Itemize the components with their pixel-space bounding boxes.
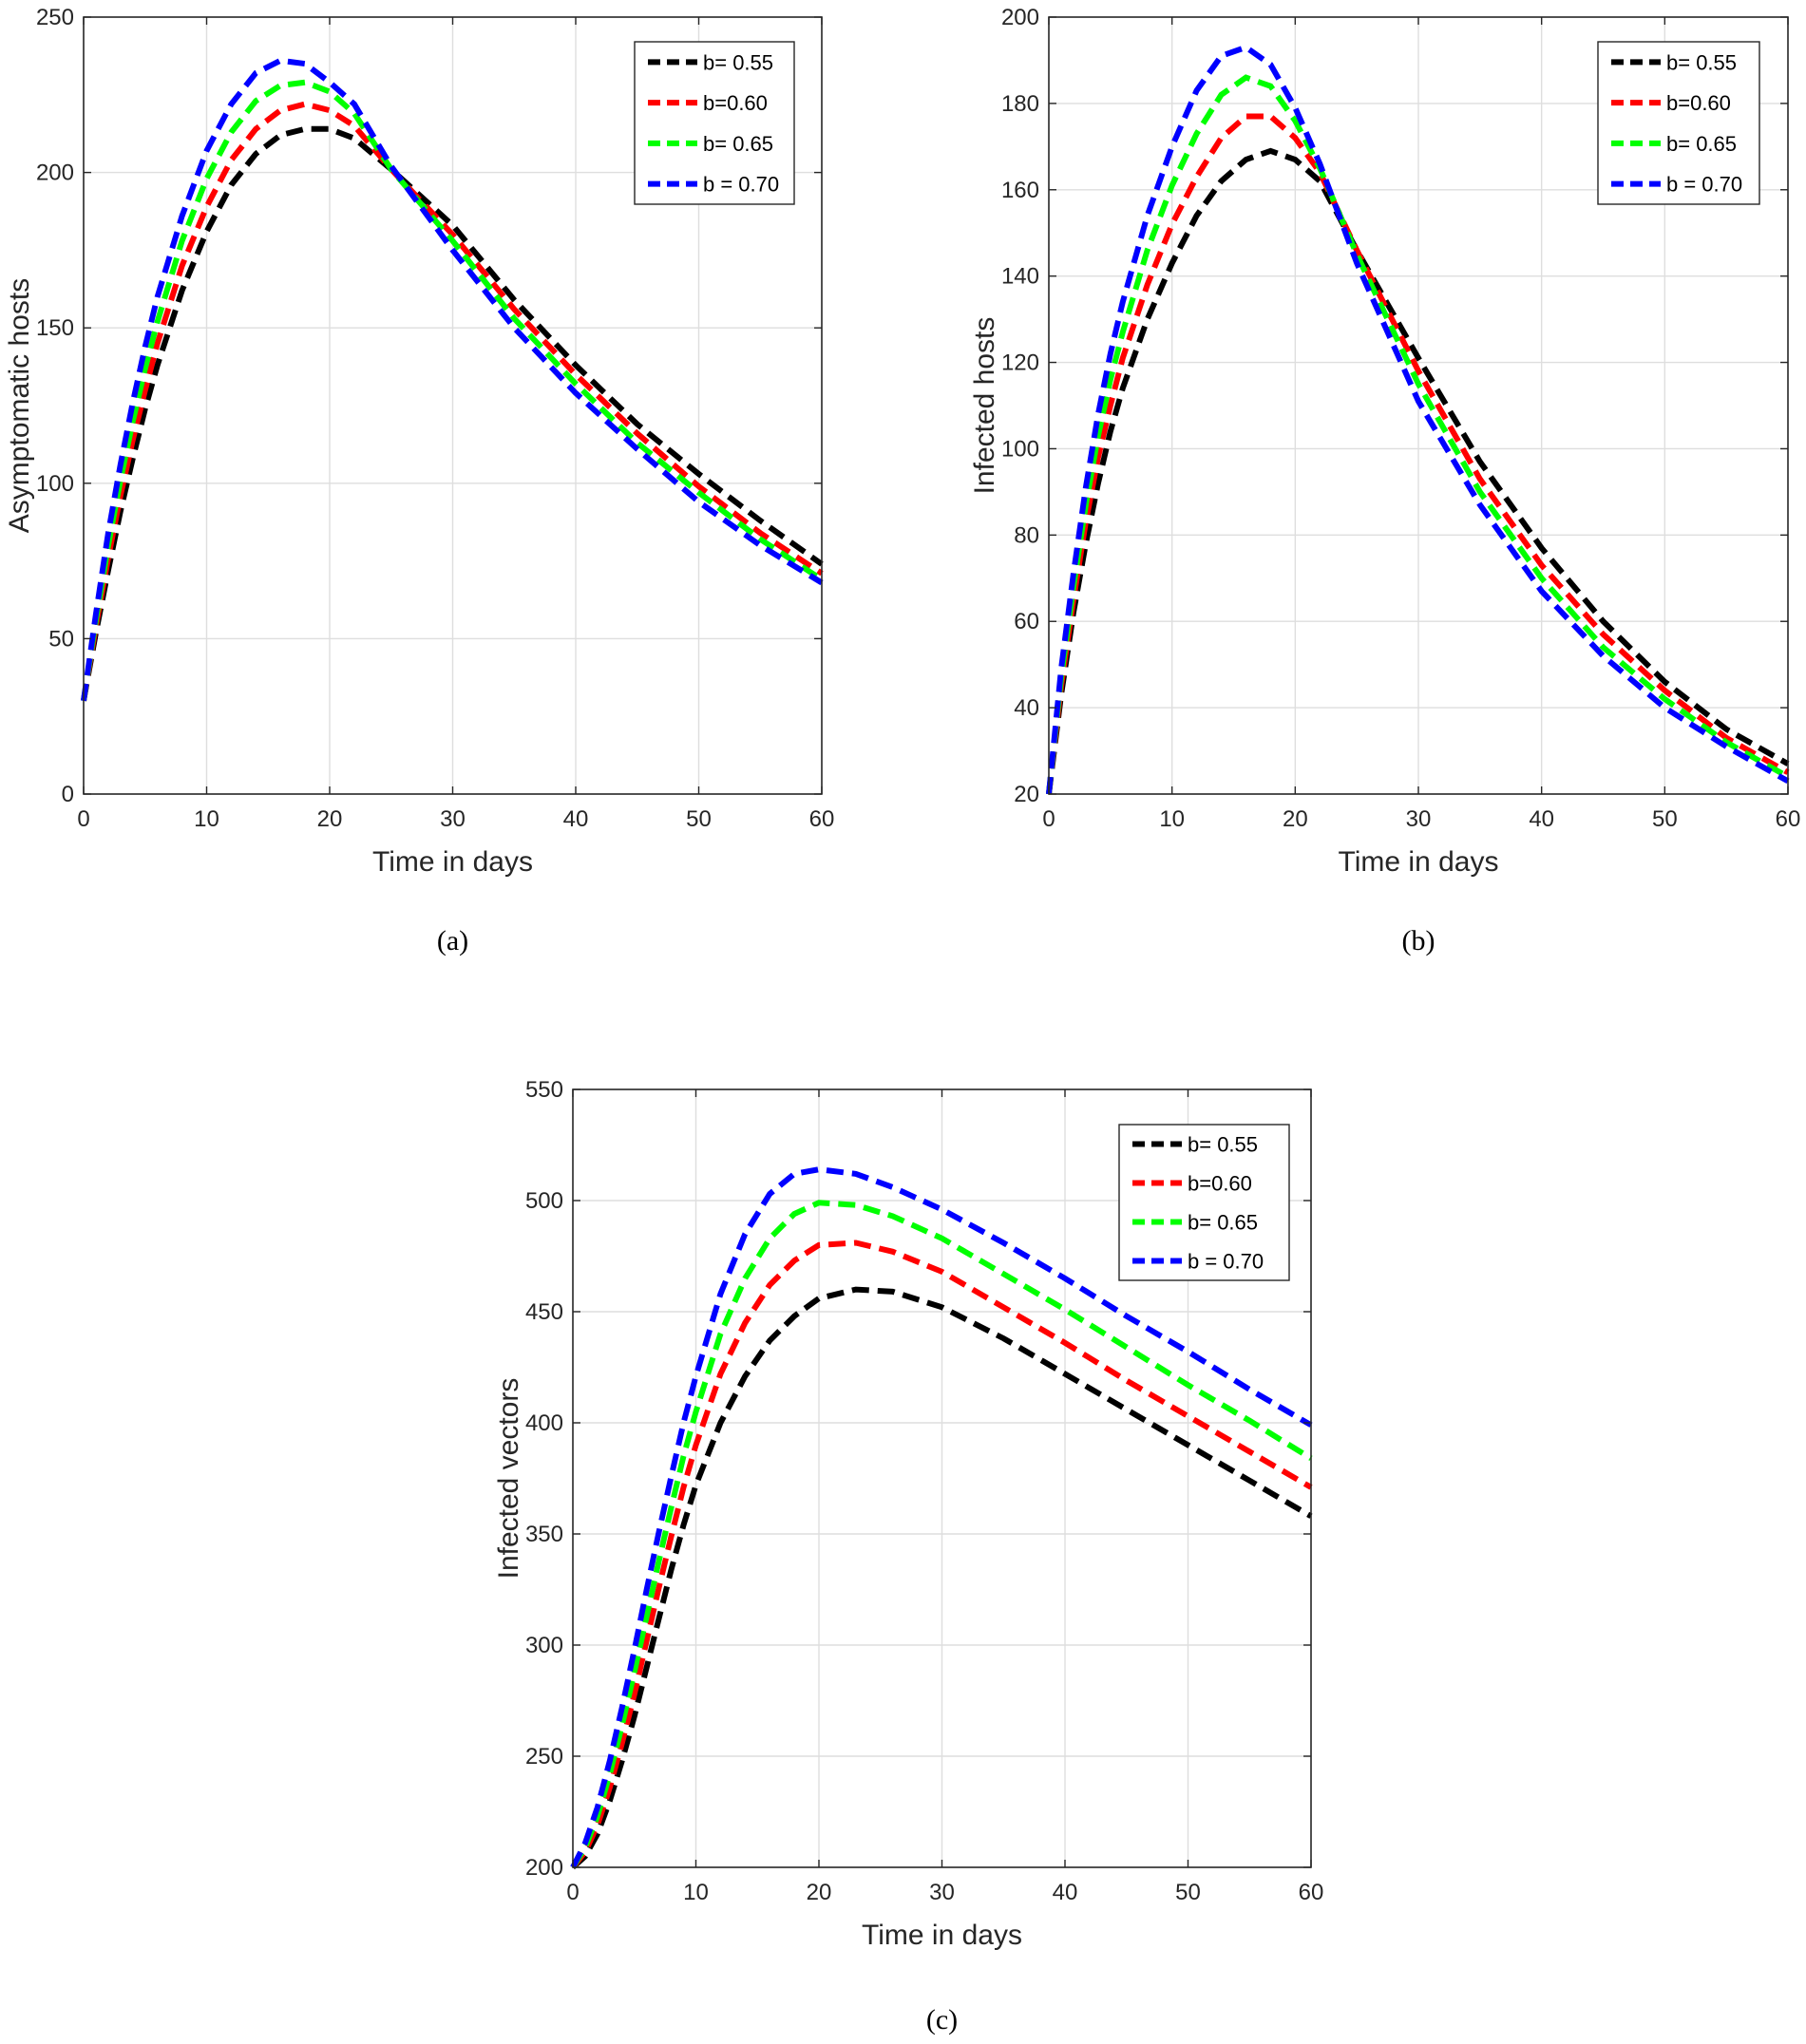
panel-caption: (c) (926, 2004, 958, 2035)
legend-entry-0: b= 0.55 (1666, 50, 1737, 74)
y-axis-label: Asymptomatic hosts (4, 278, 35, 533)
y-tick-label: 200 (1001, 5, 1039, 30)
y-tick-label: 180 (1001, 91, 1039, 117)
legend-entry-2: b= 0.65 (1666, 132, 1737, 156)
x-tick-label: 0 (77, 806, 89, 832)
series-line-2 (570, 1200, 1313, 1869)
chart-panel-b: 0 10 20 30 40 50 60 20 40 60 80 100 120 140 160 180 200 T… (969, 5, 1800, 956)
y-tick-label: 300 (525, 1633, 563, 1658)
y-axis-label: Infected vectors (493, 1378, 524, 1580)
x-tick-label: 10 (683, 1880, 709, 1905)
legend-entry-3: b = 0.70 (703, 173, 779, 197)
y-tick-label: 100 (36, 471, 74, 497)
x-axis-label: Time in days (372, 846, 533, 878)
x-tick-label: 20 (317, 806, 343, 832)
legend-entry-2: b= 0.65 (703, 132, 773, 156)
series-line-1 (1046, 113, 1790, 795)
y-axis-label: Infected hosts (969, 317, 1000, 495)
series-line-2 (81, 79, 824, 702)
y-tick-label: 350 (525, 1522, 563, 1547)
y-tick-label: 0 (62, 782, 74, 807)
x-tick-label: 40 (1529, 806, 1554, 832)
x-tick-label: 30 (1406, 806, 1432, 832)
x-tick-label: 50 (1175, 1880, 1201, 1905)
y-tick-label: 150 (36, 315, 74, 341)
x-tick-label: 0 (1042, 806, 1055, 832)
series-line-0 (81, 125, 824, 702)
series-line-3 (81, 57, 824, 702)
series-line-3 (570, 1166, 1313, 1869)
legend-box (634, 41, 795, 205)
x-tick-label: 50 (686, 806, 712, 832)
y-tick-label: 60 (1014, 609, 1039, 634)
x-tick-label: 60 (809, 806, 835, 832)
legend-box (1597, 41, 1760, 205)
y-tick-label: 500 (525, 1188, 563, 1214)
x-tick-label: 10 (1159, 806, 1185, 832)
legend-entry-1: b=0.60 (1666, 91, 1731, 115)
y-tick-label: 200 (36, 161, 74, 186)
legend-box (1118, 1124, 1290, 1281)
panel-caption: (b) (1402, 925, 1435, 956)
y-tick-label: 160 (1001, 178, 1039, 203)
x-tick-label: 40 (563, 806, 589, 832)
y-tick-label: 550 (525, 1077, 563, 1103)
x-tick-label: 60 (1776, 806, 1801, 832)
x-tick-label: 20 (807, 1880, 832, 1905)
y-tick-label: 250 (36, 5, 74, 30)
x-tick-label: 40 (1053, 1880, 1078, 1905)
x-tick-label: 30 (929, 1880, 955, 1905)
x-tick-label: 60 (1299, 1880, 1324, 1905)
y-tick-label: 450 (525, 1299, 563, 1325)
legend-entry-3: b = 0.70 (1666, 173, 1742, 197)
x-tick-label: 50 (1652, 806, 1678, 832)
legend-entry-0: b= 0.55 (1188, 1133, 1258, 1157)
series-line-3 (1046, 44, 1790, 795)
x-axis-label: Time in days (862, 1920, 1022, 1951)
x-tick-label: 30 (440, 806, 466, 832)
legend: b= 0.55 b=0.60 b= 0.65 b = 0.70 (634, 41, 795, 205)
panel-caption: (a) (437, 925, 468, 956)
series-line-0 (1046, 147, 1790, 795)
series-line-0 (570, 1286, 1313, 1870)
y-tick-label: 250 (525, 1744, 563, 1770)
legend: b= 0.55 b=0.60 b= 0.65 b = 0.70 (1597, 41, 1760, 205)
legend-entry-0: b= 0.55 (703, 50, 773, 74)
y-tick-label: 50 (48, 626, 74, 652)
y-tick-label: 100 (1001, 436, 1039, 462)
y-tick-label: 20 (1014, 782, 1039, 807)
chart-panel-a: 0 10 20 30 40 50 60 0 50 100 150 200 250 Time in days… (4, 5, 834, 956)
y-tick-label: 40 (1014, 695, 1039, 721)
legend-entry-1: b=0.60 (703, 91, 768, 115)
x-tick-label: 20 (1283, 806, 1308, 832)
series-line-1 (81, 101, 824, 702)
legend-entry-2: b= 0.65 (1188, 1211, 1258, 1235)
y-tick-label: 140 (1001, 264, 1039, 290)
y-tick-label: 200 (525, 1855, 563, 1881)
x-tick-label: 0 (566, 1880, 579, 1905)
x-tick-label: 10 (194, 806, 219, 832)
series-line-2 (1046, 74, 1790, 795)
x-axis-label: Time in days (1339, 846, 1499, 878)
y-tick-label: 400 (525, 1410, 563, 1436)
legend-entry-1: b=0.60 (1188, 1172, 1252, 1196)
chart-panel-c: 0 10 20 30 40 50 60 200 250 300 350 400 450 500 550 Tim… (493, 1077, 1323, 2035)
y-tick-label: 120 (1001, 350, 1039, 376)
legend-entry-3: b = 0.70 (1188, 1250, 1264, 1274)
legend: b= 0.55 b=0.60 b= 0.65 b = 0.70 (1118, 1124, 1290, 1281)
y-tick-label: 80 (1014, 522, 1039, 548)
series-line-1 (570, 1240, 1313, 1869)
